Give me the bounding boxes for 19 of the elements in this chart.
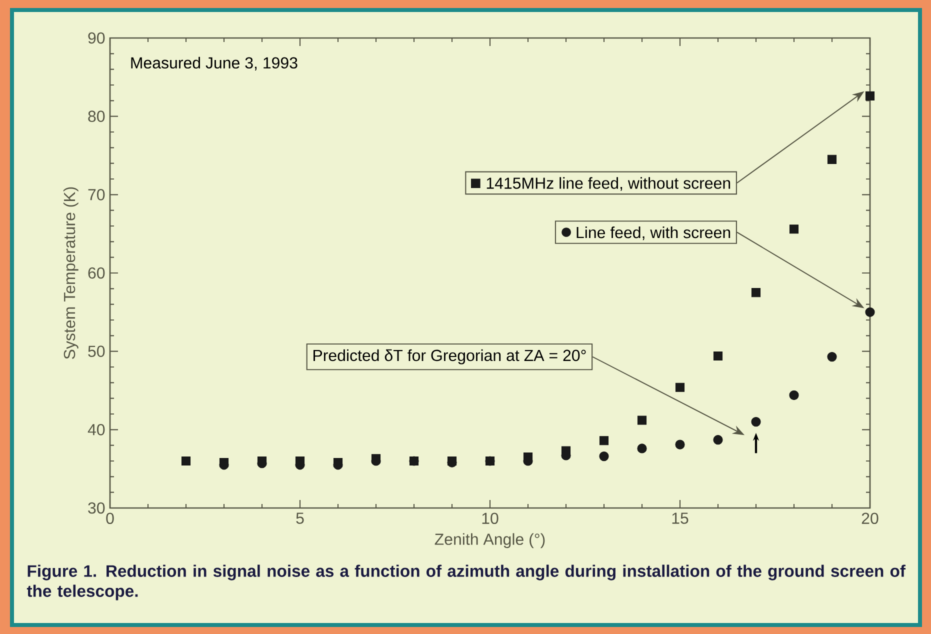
y-tick-label: 40 <box>88 424 105 436</box>
x-tick-label: 0 <box>106 512 114 524</box>
x-axis-title: Zenith Angle (°) <box>434 533 545 548</box>
text: Figure 1. Reduction in signal noise as a function of azimuth angle during installation of the ground screen of the telescope. <box>26 564 906 600</box>
x-tick-label: 5 <box>296 512 304 524</box>
x-tick-label: 20 <box>862 512 878 524</box>
y-axis-title: System Temperature (K) <box>63 187 78 359</box>
legend-label: 1415MHz line feed, without screen <box>486 177 730 191</box>
y-tick-label: 90 <box>88 32 105 44</box>
x-tick-label: 15 <box>672 512 688 524</box>
y-tick-label: 60 <box>88 267 105 279</box>
y-tick-label: 50 <box>88 346 105 357</box>
y-tick-label: 30 <box>88 502 105 514</box>
y-tick-label: 70 <box>88 189 105 200</box>
annotation: Measured June 3, 1993 <box>131 56 298 70</box>
annotation: Predicted δT for Gregorian at ZA = 20° <box>314 349 586 364</box>
legend-label: Line feed, with screen <box>576 226 730 240</box>
y-tick-label: 80 <box>88 110 105 122</box>
x-tick-label: 10 <box>482 512 498 524</box>
